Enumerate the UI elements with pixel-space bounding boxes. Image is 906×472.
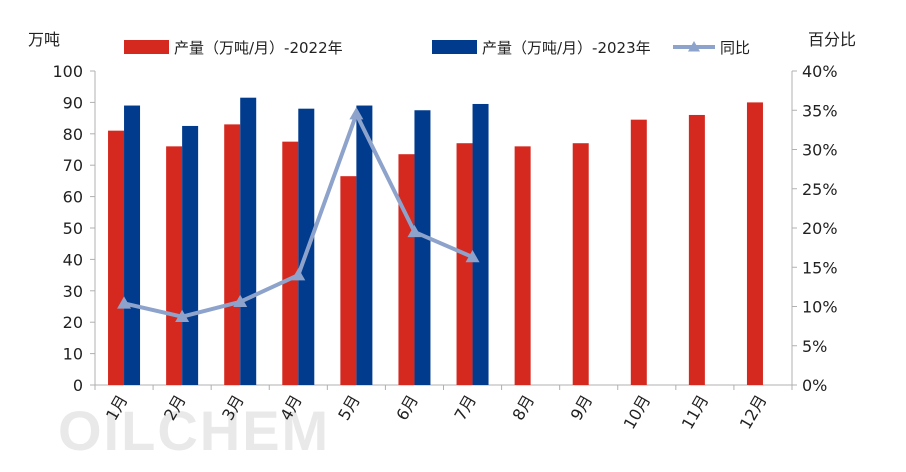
x-tick-label: 5月 xyxy=(334,392,364,424)
x-tick-label: 11月 xyxy=(678,392,713,433)
bar-2022-1 xyxy=(108,130,125,385)
bar-2022-11 xyxy=(688,114,705,386)
y-tick-label-left: 60 xyxy=(63,188,83,207)
bar-2023-6 xyxy=(414,110,431,385)
bar-2022-2 xyxy=(166,146,183,385)
left-axis-unit: 万吨 xyxy=(28,30,60,49)
yoy-marker-4 xyxy=(291,268,306,281)
axes: 0 10 20 30 40 50 60 70 80 90 100 0% 5% 10% 15% 20% 25% 30… xyxy=(28,30,856,433)
y-tick-label-left: 80 xyxy=(63,125,83,144)
bar-2022-7 xyxy=(456,143,473,385)
legend-marker-3 xyxy=(688,41,700,52)
x-tick-label: 10月 xyxy=(620,392,655,433)
legend: 产量（万吨/月）-2022年 产量（万吨/月）-2023年 同比 xyxy=(124,39,750,57)
y-tick-label-right: 25% xyxy=(802,180,838,199)
y-tick-label-left: 20 xyxy=(63,313,83,332)
bar-2022-4 xyxy=(282,141,299,385)
yoy-marker-3 xyxy=(233,294,248,308)
y-tick-label-left: 70 xyxy=(63,156,83,175)
y-tick-label-right: 35% xyxy=(802,101,838,120)
y-tick-label-left: 40 xyxy=(63,250,83,269)
y-tick-label-right: 5% xyxy=(802,337,827,356)
legend-label-1: 产量（万吨/月）-2022年 xyxy=(174,39,343,57)
yoy-marker-7 xyxy=(465,250,480,263)
y-tick-label-left: 30 xyxy=(63,282,83,301)
legend-label-2: 产量（万吨/月）-2023年 xyxy=(482,39,651,57)
y-tick-label-left: 0 xyxy=(73,376,83,395)
bar-2023-4 xyxy=(298,108,315,386)
bars xyxy=(108,97,763,386)
bar-2023-7 xyxy=(472,103,489,385)
y-tick-label-right: 30% xyxy=(802,141,838,160)
legend-swatch-2 xyxy=(432,40,477,54)
y-tick-label-left: 90 xyxy=(63,93,83,112)
bar-2022-9 xyxy=(572,143,589,385)
watermark: OILCHEM xyxy=(58,399,330,462)
bar-2022-5 xyxy=(340,176,357,385)
y-tick-label-left: 50 xyxy=(63,219,83,238)
bar-2022-8 xyxy=(514,146,531,385)
yoy-line xyxy=(117,107,480,322)
y-tick-label-right: 40% xyxy=(802,62,838,81)
legend-swatch-1 xyxy=(124,40,169,54)
y-tick-label-left: 10 xyxy=(63,345,83,364)
bar-2023-2 xyxy=(182,125,199,385)
yoy-marker-1 xyxy=(117,296,132,309)
y-tick-label-right: 20% xyxy=(802,219,838,238)
y-tick-label-right: 0% xyxy=(802,376,827,395)
x-tick-label: 6月 xyxy=(392,392,422,424)
bar-2022-10 xyxy=(630,119,647,386)
x-tick-label: 8月 xyxy=(509,392,539,424)
x-tick-label: 9月 xyxy=(567,392,597,424)
bar-2023-3 xyxy=(240,97,257,385)
bar-2023-1 xyxy=(124,105,141,385)
y-tick-label-right: 15% xyxy=(802,258,838,277)
yoy-marker-2 xyxy=(175,309,190,322)
yoy-marker-5 xyxy=(349,107,364,120)
bar-2022-12 xyxy=(746,102,763,386)
x-tick-label: 7月 xyxy=(450,392,480,424)
bar-2022-6 xyxy=(398,154,415,385)
bar-2022-3 xyxy=(224,124,241,385)
right-axis-unit: 百分比 xyxy=(808,30,856,49)
x-tick-label: 12月 xyxy=(736,392,771,433)
yoy-marker-6 xyxy=(407,224,422,238)
legend-label-3: 同比 xyxy=(720,39,750,57)
y-tick-label-right: 10% xyxy=(802,298,838,317)
y-tick-label-left: 100 xyxy=(52,62,83,81)
bar-2023-5 xyxy=(356,105,373,385)
